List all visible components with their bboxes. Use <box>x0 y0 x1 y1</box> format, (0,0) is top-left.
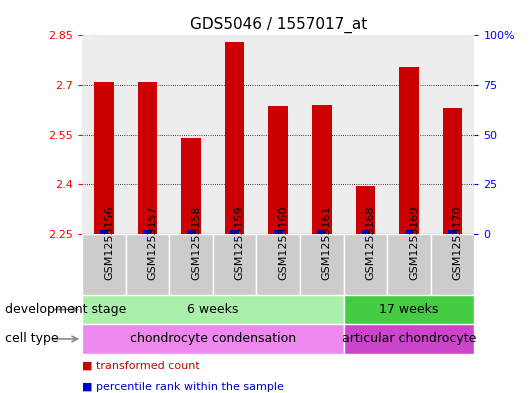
Bar <box>404 230 413 234</box>
Text: GSM1253157: GSM1253157 <box>147 206 157 280</box>
Bar <box>82 295 343 324</box>
Bar <box>312 105 332 234</box>
Bar <box>143 230 152 234</box>
Bar <box>213 234 257 295</box>
Bar <box>230 230 239 234</box>
Bar <box>343 35 387 234</box>
Text: articular chondrocyte: articular chondrocyte <box>342 332 476 345</box>
Text: GSM1253156: GSM1253156 <box>104 206 114 280</box>
Bar <box>317 230 326 234</box>
Text: development stage: development stage <box>5 303 127 316</box>
Bar <box>82 234 126 295</box>
Text: cell type: cell type <box>5 332 59 345</box>
Bar <box>213 35 257 234</box>
Bar <box>387 234 431 295</box>
Bar <box>181 138 201 234</box>
Bar <box>257 35 300 234</box>
Text: GSM1253160: GSM1253160 <box>278 206 288 280</box>
Bar <box>82 324 343 354</box>
Text: 6 weeks: 6 weeks <box>187 303 239 316</box>
Bar <box>126 35 169 234</box>
Bar <box>187 230 196 234</box>
Text: GSM1253169: GSM1253169 <box>409 206 419 280</box>
Text: ■ transformed count: ■ transformed count <box>82 360 200 371</box>
Text: GSM1253159: GSM1253159 <box>235 206 245 280</box>
Bar <box>274 230 282 234</box>
Bar <box>399 67 419 234</box>
Bar <box>431 234 474 295</box>
Bar <box>343 295 474 324</box>
Bar <box>138 82 157 234</box>
Text: GSM1253158: GSM1253158 <box>191 206 201 280</box>
Bar <box>82 35 126 234</box>
Bar <box>94 82 114 234</box>
Bar <box>448 230 457 234</box>
Text: GSM1253168: GSM1253168 <box>365 206 375 280</box>
Bar <box>387 35 431 234</box>
Bar <box>431 35 474 234</box>
Bar <box>100 230 108 234</box>
Text: 17 weeks: 17 weeks <box>379 303 439 316</box>
Bar <box>443 108 462 234</box>
Bar <box>343 234 387 295</box>
Bar <box>257 234 300 295</box>
Text: GSM1253161: GSM1253161 <box>322 206 332 280</box>
Bar <box>356 186 375 234</box>
Bar <box>300 35 343 234</box>
Text: ■ percentile rank within the sample: ■ percentile rank within the sample <box>82 382 284 392</box>
Bar <box>225 42 244 234</box>
Bar <box>361 230 370 234</box>
Bar <box>343 324 474 354</box>
Text: GSM1253170: GSM1253170 <box>453 206 463 280</box>
Bar <box>169 234 213 295</box>
Bar <box>169 35 213 234</box>
Bar <box>126 234 169 295</box>
Bar <box>300 234 343 295</box>
Text: chondrocyte condensation: chondrocyte condensation <box>130 332 296 345</box>
Bar <box>269 107 288 234</box>
Title: GDS5046 / 1557017_at: GDS5046 / 1557017_at <box>190 17 367 33</box>
